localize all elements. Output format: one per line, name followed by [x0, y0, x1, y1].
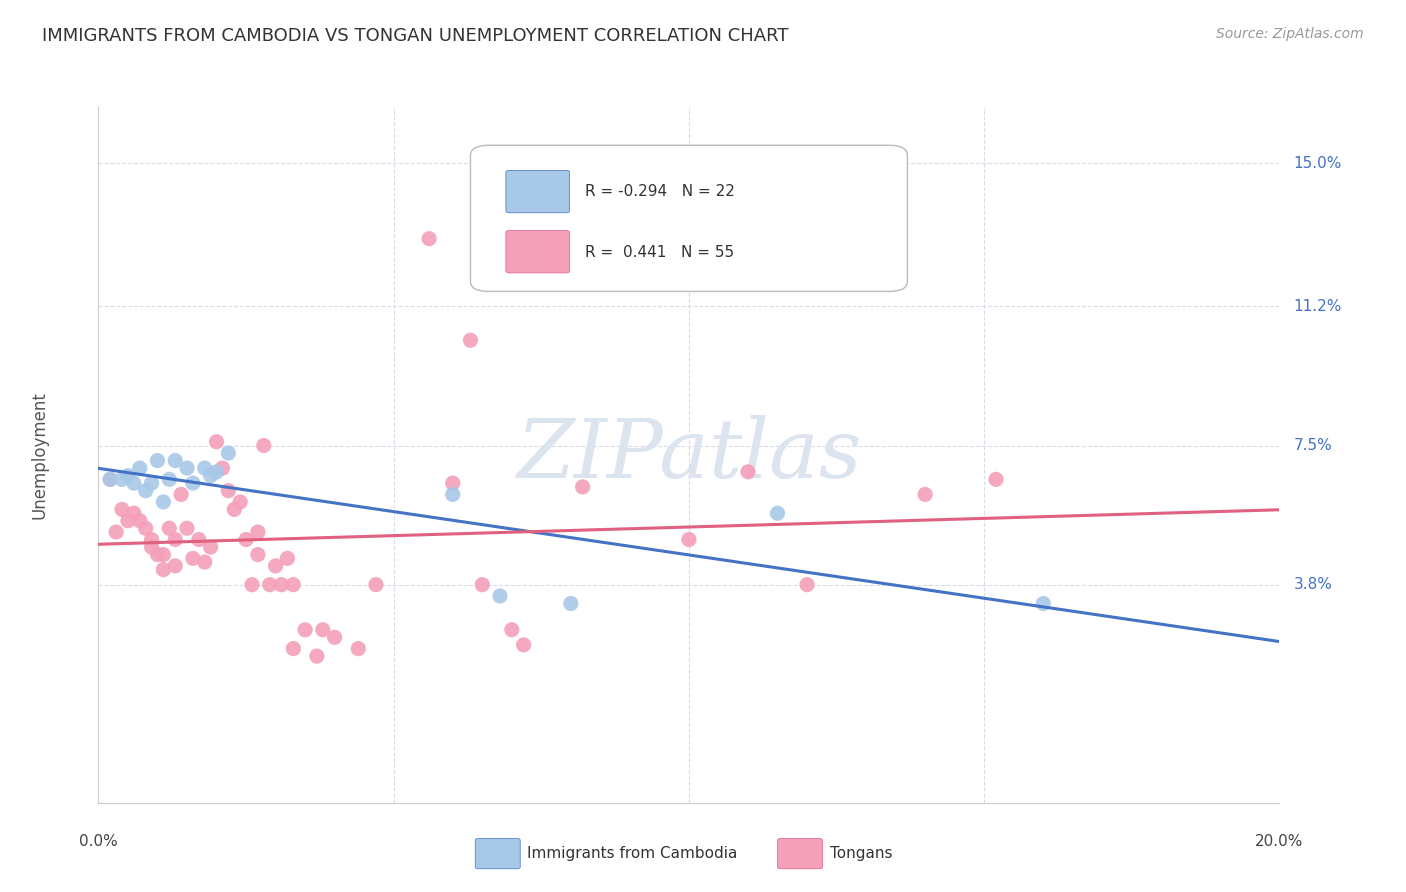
Point: [141, 540, 163, 554]
Point: [117, 468, 139, 483]
Point: [170, 487, 193, 501]
Point: [141, 476, 163, 491]
Point: [259, 577, 281, 591]
FancyBboxPatch shape: [506, 170, 569, 213]
Point: [200, 468, 222, 483]
Point: [312, 623, 335, 637]
Point: [224, 502, 246, 516]
FancyBboxPatch shape: [471, 145, 907, 292]
Point: [489, 589, 512, 603]
Point: [98, 472, 121, 486]
Point: [205, 465, 228, 479]
Point: [323, 630, 346, 644]
Text: IMMIGRANTS FROM CAMBODIA VS TONGAN UNEMPLOYMENT CORRELATION CHART: IMMIGRANTS FROM CAMBODIA VS TONGAN UNEMP…: [42, 27, 789, 45]
Point: [471, 577, 494, 591]
Point: [181, 551, 204, 566]
Text: 20.0%: 20.0%: [1256, 834, 1303, 849]
Text: Immigrants from Cambodia: Immigrants from Cambodia: [527, 847, 738, 861]
Point: [276, 551, 298, 566]
Point: [766, 506, 789, 520]
Point: [560, 597, 582, 611]
Text: Unemployment: Unemployment: [31, 391, 48, 519]
Point: [128, 461, 150, 475]
Point: [283, 577, 305, 591]
Point: [135, 521, 157, 535]
Point: [1032, 597, 1054, 611]
Point: [737, 465, 759, 479]
Point: [165, 558, 187, 573]
Point: [176, 521, 198, 535]
Point: [294, 623, 316, 637]
Text: 3.8%: 3.8%: [1294, 577, 1333, 592]
Point: [914, 487, 936, 501]
Point: [205, 434, 228, 449]
Point: [460, 333, 482, 347]
Point: [211, 461, 233, 475]
Point: [217, 483, 239, 498]
Point: [194, 555, 217, 569]
Point: [253, 438, 276, 452]
Point: [152, 548, 174, 562]
Point: [98, 472, 121, 486]
Text: R =  0.441   N = 55: R = 0.441 N = 55: [585, 244, 734, 260]
Text: Tongans: Tongans: [830, 847, 891, 861]
Text: Source: ZipAtlas.com: Source: ZipAtlas.com: [1216, 27, 1364, 41]
Text: 11.2%: 11.2%: [1294, 299, 1341, 314]
Point: [122, 476, 145, 491]
Point: [146, 453, 169, 467]
Point: [187, 533, 209, 547]
Point: [235, 533, 257, 547]
Point: [217, 446, 239, 460]
Point: [229, 495, 252, 509]
Point: [270, 577, 292, 591]
Point: [441, 476, 464, 491]
Point: [165, 533, 187, 547]
Point: [246, 548, 269, 562]
Point: [200, 540, 222, 554]
Point: [283, 641, 305, 656]
Point: [165, 453, 187, 467]
Point: [141, 533, 163, 547]
Point: [512, 638, 534, 652]
Point: [501, 623, 523, 637]
Point: [364, 577, 387, 591]
Point: [418, 232, 440, 246]
Point: [157, 521, 180, 535]
Point: [347, 641, 370, 656]
Text: 7.5%: 7.5%: [1294, 438, 1333, 453]
Text: 0.0%: 0.0%: [79, 834, 118, 849]
Point: [240, 577, 263, 591]
Point: [305, 649, 328, 664]
Point: [157, 472, 180, 486]
Point: [984, 472, 1007, 486]
Text: 15.0%: 15.0%: [1294, 156, 1341, 171]
FancyBboxPatch shape: [506, 230, 569, 273]
Point: [441, 487, 464, 501]
Point: [678, 533, 700, 547]
Point: [181, 476, 204, 491]
Text: R = -0.294   N = 22: R = -0.294 N = 22: [585, 185, 735, 200]
Point: [571, 480, 593, 494]
Point: [111, 472, 134, 486]
Point: [152, 563, 174, 577]
Point: [122, 506, 145, 520]
Point: [264, 558, 287, 573]
Point: [117, 514, 139, 528]
Point: [246, 524, 269, 539]
Point: [105, 524, 128, 539]
Point: [146, 548, 169, 562]
Point: [128, 514, 150, 528]
Text: ZIPatlas: ZIPatlas: [516, 415, 862, 495]
Point: [152, 495, 174, 509]
Point: [111, 502, 134, 516]
Point: [796, 577, 818, 591]
Point: [135, 483, 157, 498]
Point: [176, 461, 198, 475]
Point: [194, 461, 217, 475]
